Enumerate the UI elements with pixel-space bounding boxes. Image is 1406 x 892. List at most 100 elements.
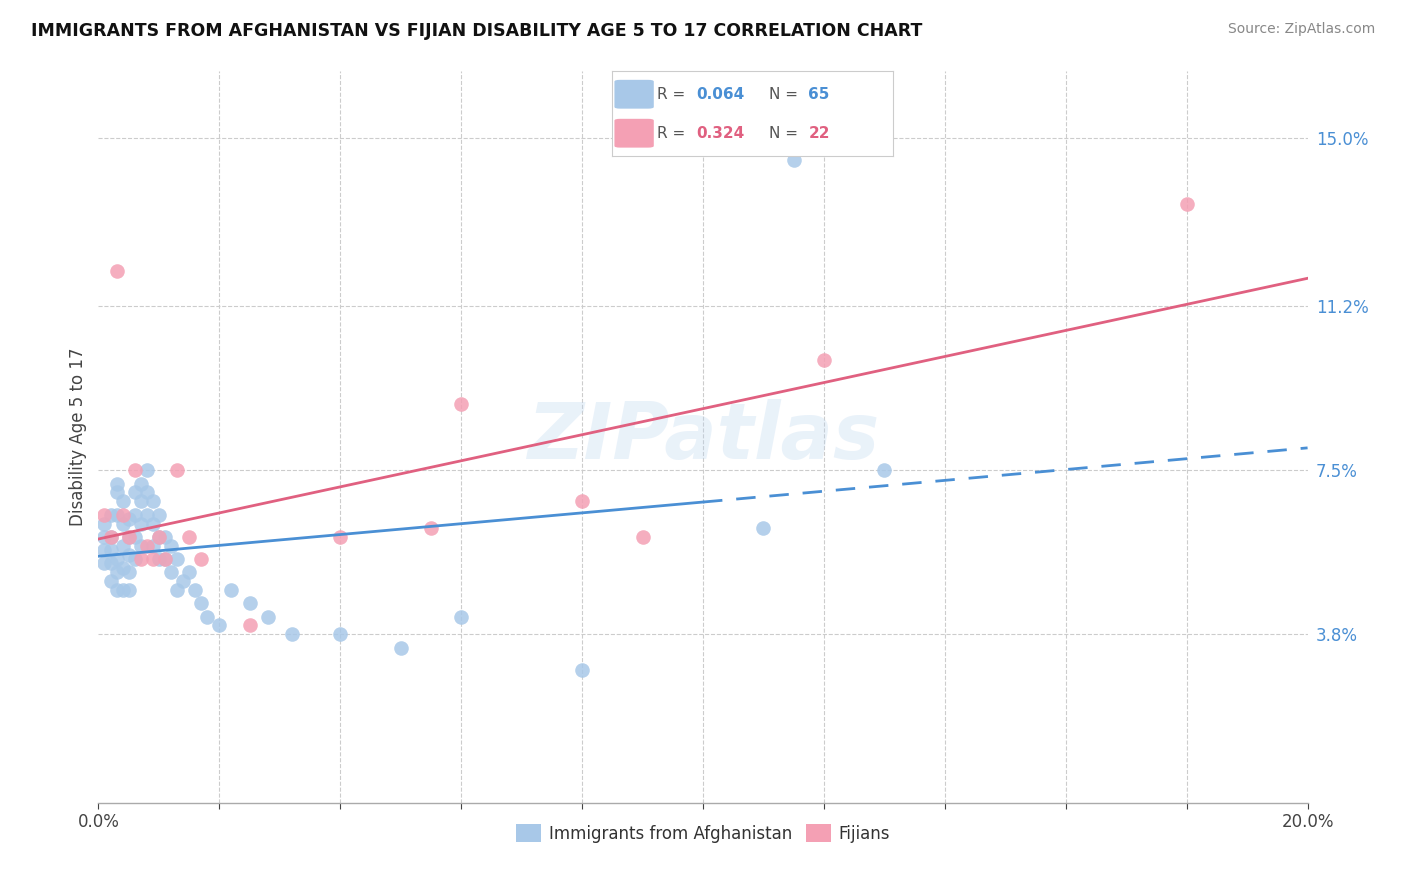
Point	[571, 494, 593, 508]
Text: N =: N =	[769, 126, 803, 141]
Point	[873, 463, 896, 477]
Text: Source: ZipAtlas.com: Source: ZipAtlas.com	[1227, 22, 1375, 37]
Point	[124, 463, 146, 477]
Point	[148, 530, 170, 544]
Text: 65: 65	[808, 87, 830, 102]
Point	[105, 485, 128, 500]
Text: 22: 22	[808, 126, 830, 141]
Point	[118, 512, 141, 526]
Point	[160, 566, 183, 580]
Y-axis label: Disability Age 5 to 17: Disability Age 5 to 17	[69, 348, 87, 526]
Point	[135, 539, 157, 553]
Text: ZIPatlas: ZIPatlas	[527, 399, 879, 475]
Point	[105, 508, 128, 522]
Point	[329, 627, 352, 641]
Point	[93, 543, 115, 558]
Point	[100, 543, 122, 558]
Point	[571, 663, 593, 677]
Point	[124, 508, 146, 522]
Point	[129, 516, 152, 531]
Point	[420, 521, 443, 535]
Point	[129, 476, 152, 491]
Point	[105, 552, 128, 566]
Point	[631, 530, 654, 544]
Point	[105, 264, 128, 278]
Point	[118, 566, 141, 580]
Point	[190, 552, 212, 566]
Point	[783, 153, 806, 167]
Point	[239, 618, 262, 632]
Point	[389, 640, 412, 655]
Point	[111, 516, 134, 531]
Text: N =: N =	[769, 87, 803, 102]
Point	[256, 609, 278, 624]
Point	[111, 582, 134, 597]
Point	[118, 530, 141, 544]
Point	[148, 508, 170, 522]
Point	[100, 530, 122, 544]
Point	[124, 552, 146, 566]
Point	[129, 539, 152, 553]
Point	[153, 552, 176, 566]
Point	[752, 521, 775, 535]
Point	[105, 566, 128, 580]
Point	[118, 548, 141, 562]
Point	[190, 596, 212, 610]
Point	[179, 530, 201, 544]
Point	[179, 566, 201, 580]
Point	[135, 485, 157, 500]
Point	[100, 557, 122, 571]
Point	[142, 516, 165, 531]
Point	[281, 627, 304, 641]
Point	[166, 552, 188, 566]
FancyBboxPatch shape	[614, 80, 654, 109]
Point	[105, 582, 128, 597]
Point	[105, 476, 128, 491]
Point	[813, 352, 835, 367]
Point	[160, 539, 183, 553]
Point	[124, 485, 146, 500]
Point	[142, 552, 165, 566]
Point	[239, 596, 262, 610]
Point	[166, 582, 188, 597]
Point	[148, 530, 170, 544]
Point	[93, 508, 115, 522]
Text: IMMIGRANTS FROM AFGHANISTAN VS FIJIAN DISABILITY AGE 5 TO 17 CORRELATION CHART: IMMIGRANTS FROM AFGHANISTAN VS FIJIAN DI…	[31, 22, 922, 40]
Point	[329, 530, 352, 544]
Point	[142, 539, 165, 553]
Point	[111, 561, 134, 575]
Point	[111, 508, 134, 522]
Point	[208, 618, 231, 632]
Text: R =: R =	[657, 126, 690, 141]
Point	[184, 582, 207, 597]
Point	[100, 508, 122, 522]
Legend: Immigrants from Afghanistan, Fijians: Immigrants from Afghanistan, Fijians	[509, 818, 897, 849]
Point	[153, 552, 176, 566]
Point	[166, 463, 188, 477]
Point	[100, 530, 122, 544]
Point	[100, 574, 122, 589]
Point	[135, 463, 157, 477]
Point	[450, 609, 472, 624]
Point	[129, 552, 152, 566]
FancyBboxPatch shape	[614, 119, 654, 147]
Point	[118, 582, 141, 597]
Text: 0.064: 0.064	[696, 87, 744, 102]
Point	[142, 494, 165, 508]
Point	[93, 516, 115, 531]
Point	[172, 574, 194, 589]
Point	[124, 530, 146, 544]
Point	[118, 530, 141, 544]
Text: R =: R =	[657, 87, 690, 102]
Point	[111, 539, 134, 553]
Point	[129, 494, 152, 508]
Point	[153, 530, 176, 544]
Point	[93, 557, 115, 571]
Text: 0.324: 0.324	[696, 126, 744, 141]
Point	[221, 582, 243, 597]
Point	[1175, 197, 1198, 211]
Point	[93, 530, 115, 544]
Point	[111, 494, 134, 508]
Point	[195, 609, 218, 624]
Point	[148, 552, 170, 566]
